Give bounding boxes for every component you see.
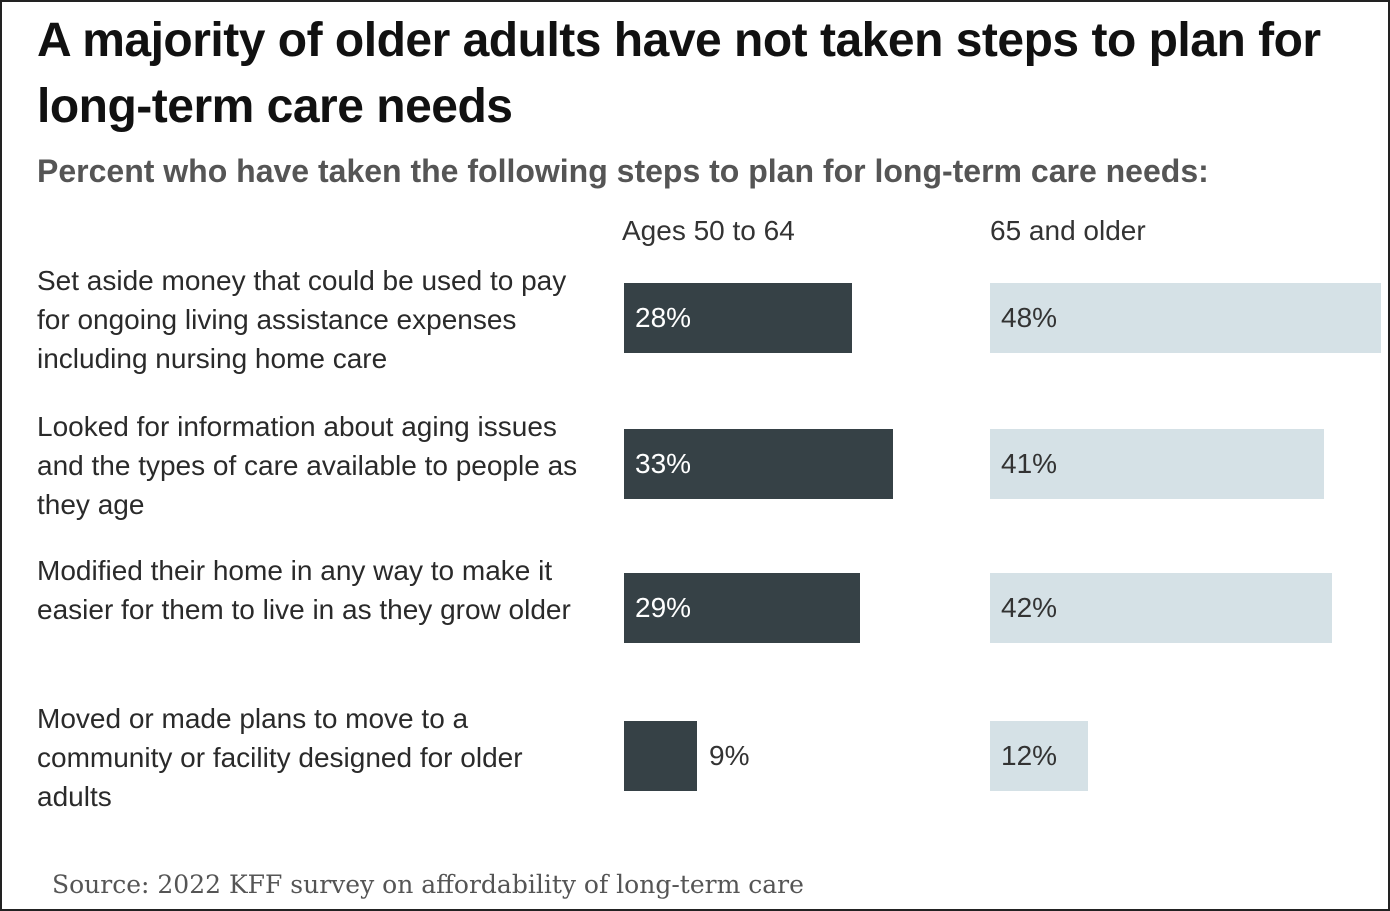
value-label-65-older-row-2: 41% bbox=[1001, 448, 1058, 479]
bar-65-older-row-1 bbox=[990, 283, 1381, 353]
chart-title: A majority of older adults have not take… bbox=[37, 14, 1321, 133]
category-label-looked-for-info: Looked for information about aging issue… bbox=[37, 411, 578, 520]
bar-ages-50-64-row-2 bbox=[624, 429, 893, 499]
bar-ages-50-64-row-4 bbox=[624, 721, 697, 791]
bar-65-older-row-2 bbox=[990, 429, 1324, 499]
bar-ages-50-64-row-1 bbox=[624, 283, 852, 353]
value-label-ages-50-64-row-3: 29% bbox=[635, 592, 692, 623]
value-label-ages-50-64-row-2: 33% bbox=[635, 448, 692, 479]
category-label-modified-home: Modified their home in any way to make i… bbox=[37, 555, 571, 625]
value-label-ages-50-64-row-1: 28% bbox=[635, 302, 692, 333]
category-label-set-aside-money: Set aside money that could be used to pa… bbox=[37, 265, 567, 374]
series-header-65-older: 65 and older bbox=[990, 215, 1146, 246]
bar-65-older-row-3 bbox=[990, 573, 1332, 643]
category-label-moved-facility: Moved or made plans to move to a communi… bbox=[37, 703, 523, 812]
value-label-65-older-row-1: 48% bbox=[1001, 302, 1058, 333]
chart-subtitle: Percent who have taken the following ste… bbox=[37, 153, 1209, 189]
series-header-ages-50-64: Ages 50 to 64 bbox=[622, 215, 795, 246]
bar-ages-50-64-row-3 bbox=[624, 573, 860, 643]
source-note: Source: 2022 KFF survey on affordability… bbox=[52, 870, 804, 899]
value-label-65-older-row-3: 42% bbox=[1001, 592, 1058, 623]
value-label-ages-50-64-row-4: 9% bbox=[709, 740, 750, 771]
value-label-65-older-row-4: 12% bbox=[1001, 740, 1058, 771]
bar-65-older-row-4 bbox=[990, 721, 1088, 791]
